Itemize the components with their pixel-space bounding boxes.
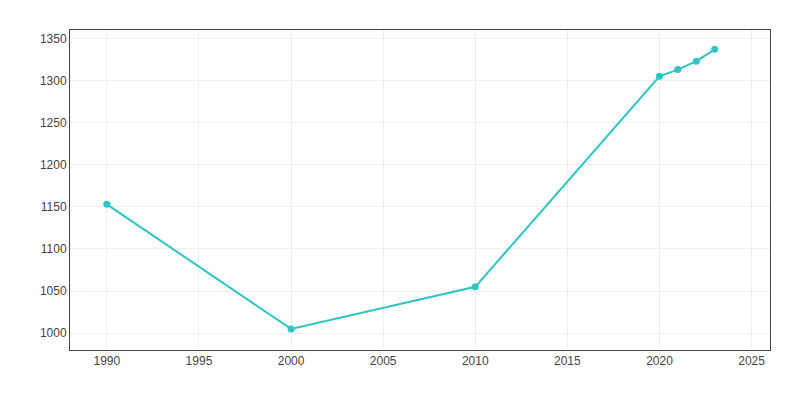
svg-text:1100: 1100 [41, 242, 67, 256]
svg-text:2000: 2000 [278, 354, 305, 368]
svg-text:1200: 1200 [40, 158, 67, 172]
svg-text:1350: 1350 [40, 32, 67, 46]
svg-text:2005: 2005 [370, 354, 397, 368]
svg-text:2020: 2020 [646, 354, 673, 368]
svg-text:2010: 2010 [462, 354, 489, 368]
svg-text:1000: 1000 [40, 326, 67, 340]
svg-text:1150: 1150 [41, 200, 67, 214]
svg-text:2015: 2015 [554, 354, 581, 368]
svg-text:1300: 1300 [40, 74, 67, 88]
svg-text:1990: 1990 [93, 354, 120, 368]
svg-text:1995: 1995 [186, 354, 213, 368]
svg-text:1250: 1250 [40, 116, 67, 130]
svg-text:1050: 1050 [40, 284, 67, 298]
svg-text:2025: 2025 [738, 354, 765, 368]
